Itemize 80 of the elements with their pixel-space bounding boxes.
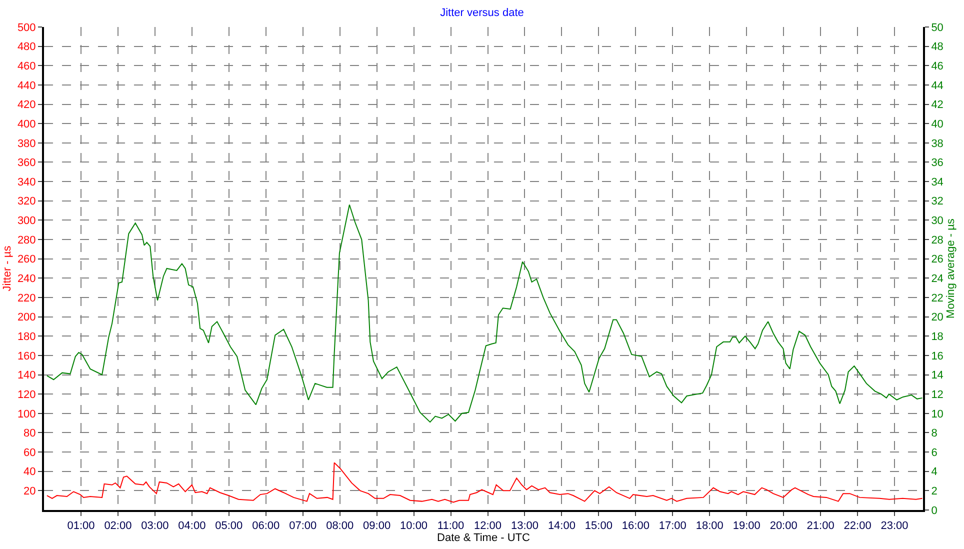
y2-tick-label: 2 [931, 486, 938, 498]
y-tick-label: 140 [17, 370, 36, 382]
y2-tick-label: 10 [931, 408, 944, 420]
y-tick-label: 280 [17, 234, 36, 246]
x-tick-label: 08:00 [326, 520, 354, 532]
x-tick-label: 22:00 [844, 520, 872, 532]
line-series [46, 462, 923, 503]
y2-tick-label: 20 [931, 312, 944, 324]
x-tick-label: 11:00 [437, 520, 464, 532]
x-tick-label: 20:00 [770, 520, 798, 532]
y2-tick-label: 22 [931, 292, 944, 304]
x-tick-label: 12:00 [474, 520, 502, 532]
y-tick-label: 100 [17, 408, 36, 420]
line-series [46, 204, 923, 423]
y-tick-label: 240 [17, 273, 36, 286]
y2-tick-label: 16 [931, 350, 944, 362]
y-tick-label: 420 [17, 99, 36, 112]
y2-tick-label: 30 [931, 215, 944, 228]
y2-axis-title: Moving average - µs [945, 218, 958, 318]
y2-tick-label: 12 [931, 388, 944, 401]
x-tick-label: 13:00 [510, 520, 538, 532]
y2-tick-label: 40 [931, 118, 944, 130]
y-tick-label: 360 [17, 157, 36, 170]
x-tick-label: 01:00 [67, 520, 95, 532]
y2-tick-label: 38 [931, 138, 944, 150]
y-tick-label: 260 [17, 254, 36, 266]
y2-tick-label: 18 [931, 330, 944, 343]
y-tick-label: 300 [17, 215, 36, 228]
y-tick-label: 460 [17, 60, 36, 72]
y2-tick-label: 24 [931, 273, 944, 286]
y-tick-label: 200 [17, 312, 36, 324]
y2-tick-label: 42 [931, 99, 944, 112]
y-tick-label: 40 [24, 466, 36, 478]
y2-tick-label: 32 [931, 196, 944, 208]
y2-tick-label: 6 [931, 446, 938, 459]
x-tick-label: 09:00 [363, 520, 391, 532]
y-tick-label: 60 [24, 446, 36, 459]
y2-tick-label: 0 [931, 504, 938, 517]
x-tick-label: 06:00 [252, 520, 280, 532]
y-tick-label: 160 [17, 350, 36, 362]
y-tick-label: 320 [17, 196, 36, 208]
x-tick-label: 05:00 [215, 520, 243, 532]
x-tick-label: 23:00 [880, 520, 908, 532]
y-tick-label: 380 [17, 138, 36, 150]
y2-tick-label: 34 [931, 176, 944, 188]
x-tick-label: 15:00 [584, 520, 612, 532]
y2-tick-label: 46 [931, 60, 944, 72]
x-tick-label: 21:00 [806, 520, 834, 532]
y2-tick-label: 8 [931, 428, 938, 440]
y-tick-label: 500 [17, 22, 36, 34]
x-tick-label: 17:00 [658, 520, 686, 532]
y-tick-label: 480 [17, 41, 36, 54]
x-tick-label: 02:00 [104, 520, 132, 532]
x-tick-label: 10:00 [400, 520, 428, 532]
x-tick-label: 04:00 [178, 520, 206, 532]
y2-tick-label: 50 [931, 22, 944, 34]
y-axis-title: Jitter - µs [2, 245, 14, 292]
x-tick-label: 07:00 [289, 520, 317, 532]
y2-tick-label: 36 [931, 157, 944, 170]
y-tick-label: 80 [24, 428, 36, 440]
y2-tick-label: 14 [931, 370, 944, 382]
chart-title: Jitter versus date [440, 6, 524, 19]
x-tick-label: 03:00 [141, 520, 169, 532]
x-axis-title: Date & Time - UTC [437, 532, 530, 544]
x-tick-label: 18:00 [696, 520, 724, 532]
y-tick-label: 20 [24, 486, 36, 498]
y-tick-label: 440 [17, 80, 36, 92]
y2-tick-label: 26 [931, 254, 944, 266]
y-tick-label: 220 [17, 292, 36, 304]
y-tick-label: 340 [17, 176, 36, 188]
y2-tick-label: 44 [931, 80, 944, 92]
y2-tick-label: 48 [931, 41, 944, 54]
y-tick-label: 120 [17, 388, 36, 401]
y-tick-label: 180 [17, 330, 36, 343]
x-tick-label: 14:00 [548, 520, 576, 532]
x-tick-label: 19:00 [732, 520, 760, 532]
y2-tick-label: 4 [931, 466, 938, 478]
y-tick-label: 400 [17, 118, 36, 130]
y2-tick-label: 28 [931, 234, 944, 246]
x-tick-label: 16:00 [622, 520, 650, 532]
